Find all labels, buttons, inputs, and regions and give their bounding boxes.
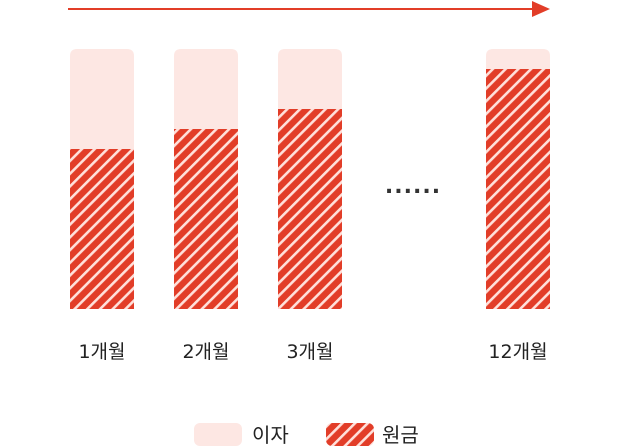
bar-principal <box>486 69 550 309</box>
x-tick-label: 2개월 <box>182 341 229 363</box>
arrow-head <box>532 1 550 17</box>
legend: 이자 원금 <box>194 423 419 447</box>
legend-swatch-interest <box>194 423 242 446</box>
x-tick-label: 3개월 <box>286 341 333 363</box>
bar-principal <box>174 129 238 309</box>
tick-labels: 1개월 2개월 3개월 12개월 <box>78 341 547 363</box>
bar-principal <box>70 149 134 309</box>
bar-principal <box>278 109 342 309</box>
timeline-arrow <box>68 1 550 17</box>
gap-ellipsis: ...... <box>385 174 441 199</box>
legend-swatch-principal <box>326 423 374 446</box>
legend-label-interest: 이자 <box>252 423 289 447</box>
legend-label-principal: 원금 <box>382 423 419 447</box>
x-tick-label: 1개월 <box>78 341 125 363</box>
x-tick-label: 12개월 <box>488 341 547 363</box>
bars <box>70 49 550 309</box>
